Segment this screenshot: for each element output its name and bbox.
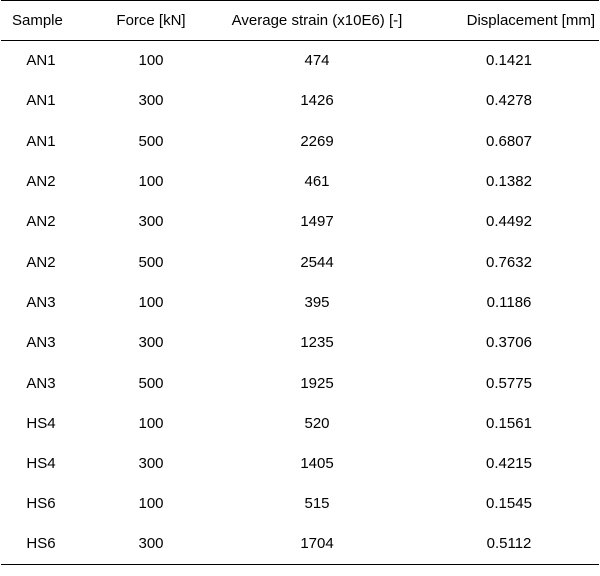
header-force: Force [kN]	[87, 0, 215, 41]
cell-sample: AN3	[26, 293, 56, 311]
cell-sample: AN3	[26, 334, 56, 352]
cell-force: 100	[138, 414, 164, 432]
cell-sample: AN1	[26, 52, 56, 70]
cell-force: 500	[138, 374, 164, 392]
header-sample: Sample	[1, 0, 87, 41]
cell-sample: AN2	[26, 173, 56, 191]
cell-force: 100	[138, 52, 164, 70]
cell-average-strain: 1497	[300, 213, 334, 231]
cell-displacement: 0.3706	[486, 334, 532, 352]
cell-force: 300	[87, 524, 215, 565]
cell-force: 100	[138, 495, 164, 513]
cell-displacement: 0.1561	[486, 414, 532, 432]
cell-force: 500	[138, 132, 164, 150]
cell-average-strain: 1405	[300, 455, 334, 473]
table-row: AN3 300 1235 0.3706	[1, 323, 599, 363]
header-displacement: Displacement [mm]	[419, 0, 599, 41]
cell-sample: AN3	[26, 374, 56, 392]
cell-displacement: 0.6807	[486, 132, 532, 150]
cell-sample: AN2	[26, 213, 56, 231]
table-body: AN1 100 474 0.1421 AN1 300 1426 0.4278 AN1 500 226…	[1, 41, 599, 565]
cell-average-strain: 1235	[300, 334, 334, 352]
table-row: AN2 300 1497 0.4492	[1, 202, 599, 242]
table-row: HS6 300 1704 0.5112	[1, 524, 599, 565]
cell-displacement: 0.7632	[486, 253, 532, 271]
cell-sample: AN1	[26, 132, 56, 150]
cell-average-strain: 395	[304, 293, 330, 311]
cell-average-strain: 515	[304, 495, 330, 513]
cell-average-strain: 2269	[300, 132, 334, 150]
table-row: AN1 500 2269 0.6807	[1, 121, 599, 161]
table-row: HS6 100 515 0.1545	[1, 484, 599, 524]
data-table: Sample Force [kN] Average strain (x10E6)…	[1, 0, 599, 565]
cell-average-strain: 1426	[300, 92, 334, 110]
cell-force: 300	[138, 92, 164, 110]
cell-average-strain: 2544	[300, 253, 334, 271]
cell-displacement: 0.1545	[486, 495, 532, 513]
table-row: AN1 100 474 0.1421	[1, 41, 599, 81]
cell-sample: HS4	[26, 455, 56, 473]
cell-force: 300	[138, 455, 164, 473]
cell-displacement: 0.4215	[486, 455, 532, 473]
table-row: HS4 100 520 0.1561	[1, 403, 599, 443]
cell-sample: AN2	[26, 253, 56, 271]
cell-average-strain: 1925	[300, 374, 334, 392]
cell-displacement: 0.1382	[486, 173, 532, 191]
cell-force: 100	[138, 293, 164, 311]
table-row: AN1 300 1426 0.4278	[1, 81, 599, 121]
header-row: Sample Force [kN] Average strain (x10E6)…	[1, 0, 599, 41]
cell-force: 300	[138, 334, 164, 352]
cell-average-strain: 520	[304, 414, 330, 432]
cell-sample: HS6	[26, 495, 56, 513]
table-row: AN2 100 461 0.1382	[1, 161, 599, 201]
cell-average-strain: 474	[304, 52, 330, 70]
cell-displacement: 0.4492	[486, 213, 532, 231]
cell-force: 500	[138, 253, 164, 271]
cell-force: 100	[138, 173, 164, 191]
cell-sample: AN1	[26, 92, 56, 110]
table-header: Sample Force [kN] Average strain (x10E6)…	[1, 0, 599, 41]
header-average-strain: Average strain (x10E6) [-]	[215, 0, 419, 41]
cell-sample: HS4	[26, 414, 56, 432]
table-row: HS4 300 1405 0.4215	[1, 443, 599, 483]
cell-average-strain: 1704	[215, 524, 419, 565]
table-row: AN2 500 2544 0.7632	[1, 242, 599, 282]
table-row: AN3 100 395 0.1186	[1, 282, 599, 322]
cell-displacement: 0.4278	[486, 92, 532, 110]
cell-average-strain: 461	[304, 173, 330, 191]
cell-displacement: 0.5112	[419, 524, 599, 565]
table-row: AN3 500 1925 0.5775	[1, 363, 599, 403]
cell-force: 300	[138, 213, 164, 231]
cell-displacement: 0.1186	[486, 293, 532, 311]
cell-displacement: 0.5775	[486, 374, 532, 392]
cell-displacement: 0.1421	[486, 52, 532, 70]
cell-sample: HS6	[1, 524, 87, 565]
